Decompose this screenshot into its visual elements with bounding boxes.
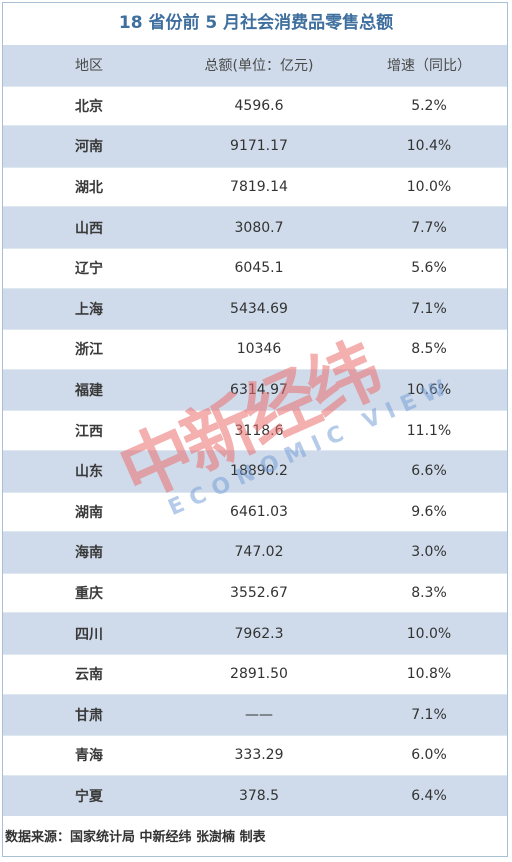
table-row: 山西 3080.7 7.7% (3, 207, 507, 248)
growth-cell: 6.4% (411, 787, 447, 804)
table-row: 辽宁 6045.1 5.6% (3, 247, 507, 289)
total-cell: 3080.7 (234, 219, 284, 236)
table-row: 福建 6314.97 10.6% (3, 369, 507, 411)
table-row: 河南 9171.17 10.4% (3, 126, 507, 167)
total-cell: 5434.69 (230, 300, 288, 317)
growth-cell: 10.0% (406, 179, 452, 196)
table-row: 湖北 7819.14 10.0% (3, 166, 507, 208)
total-cell: 4596.6 (234, 97, 284, 114)
total-cell: 747.02 (234, 544, 284, 561)
page-title: 18 省份前 5 月社会消费品零售总额 (118, 13, 394, 33)
table-row: 北京 4596.6 5.2% (3, 85, 507, 127)
total-cell: 9171.17 (230, 138, 288, 155)
table-row: 海南 747.02 3.0% (3, 532, 507, 573)
region-cell: 北京 (75, 98, 103, 115)
region-cell: 辽宁 (75, 261, 103, 278)
growth-cell: 10.0% (406, 625, 452, 642)
region-cell: 甘肃 (75, 707, 103, 724)
growth-cell: 6.6% (411, 463, 447, 480)
growth-cell: 6.0% (411, 747, 447, 764)
table-row: 江西 3118.6 11.1% (3, 410, 507, 451)
growth-cell: 10.8% (406, 666, 452, 683)
table-row: 甘肃 —— 7.1% (3, 694, 507, 736)
region-cell: 山东 (75, 464, 103, 481)
data-table: 地区 总额(单位：亿元) 增速（同比） 北京 4596.6 5.2% 河南 9171.1… (3, 45, 507, 817)
region-cell: 四川 (75, 626, 103, 643)
region-cell: 云南 (75, 667, 103, 684)
total-cell: 2891.50 (230, 666, 288, 683)
header-total: 总额(单位：亿元) (204, 58, 314, 75)
growth-cell: 11.1% (406, 422, 452, 439)
total-cell: 7962.3 (234, 625, 284, 642)
table-header-row: 地区 总额(单位：亿元) 增速（同比） (3, 45, 507, 86)
source-footer: 数据来源：国家统计局 中新经纬 张澍楠 制表 (5, 830, 266, 845)
region-cell: 上海 (75, 301, 103, 318)
region-cell: 河南 (75, 139, 103, 156)
region-cell: 湖南 (75, 504, 103, 521)
total-cell: 333.29 (234, 747, 284, 764)
region-cell: 山西 (75, 220, 103, 237)
growth-cell: 8.5% (411, 341, 447, 358)
total-cell: 3118.6 (234, 422, 284, 439)
total-cell: 6461.03 (230, 503, 288, 520)
growth-cell: 5.2% (411, 97, 447, 114)
table-row: 山东 18890.2 6.6% (3, 450, 507, 492)
total-cell: 3552.67 (230, 585, 288, 602)
growth-cell: 5.6% (411, 260, 447, 277)
table-row: 上海 5434.69 7.1% (3, 288, 507, 330)
growth-cell: 8.3% (411, 585, 447, 602)
growth-cell: 9.6% (411, 503, 447, 520)
table-row: 云南 2891.50 10.8% (3, 653, 507, 695)
growth-cell: 10.4% (406, 138, 452, 155)
region-cell: 湖北 (75, 180, 103, 197)
total-cell: 18890.2 (230, 463, 288, 480)
table-row: 宁夏 378.5 6.4% (3, 775, 507, 817)
table-row: 青海 333.29 6.0% (3, 735, 507, 776)
growth-cell: 10.6% (406, 382, 452, 399)
header-region: 地区 (75, 58, 103, 75)
total-cell: 6045.1 (234, 260, 284, 277)
table-row: 浙江 10346 8.5% (3, 329, 507, 370)
table-row: 重庆 3552.67 8.3% (3, 572, 507, 614)
total-cell: 378.5 (238, 787, 280, 804)
header-growth: 增速（同比） (387, 58, 471, 75)
growth-cell: 7.7% (411, 219, 447, 236)
region-cell: 浙江 (75, 342, 103, 359)
table-row: 湖南 6461.03 9.6% (3, 491, 507, 533)
region-cell: 海南 (75, 545, 103, 562)
region-cell: 宁夏 (75, 788, 103, 805)
total-cell: 7819.14 (230, 179, 288, 196)
table-row: 四川 7962.3 10.0% (3, 613, 507, 654)
region-cell: 重庆 (75, 586, 103, 603)
total-cell: —— (245, 706, 273, 723)
growth-cell: 7.1% (411, 300, 447, 317)
growth-cell: 3.0% (411, 544, 447, 561)
region-cell: 青海 (75, 748, 103, 765)
region-cell: 江西 (75, 423, 103, 440)
total-cell: 10346 (236, 341, 282, 358)
growth-cell: 7.1% (411, 706, 447, 723)
region-cell: 福建 (75, 383, 103, 400)
total-cell: 6314.97 (230, 382, 288, 399)
